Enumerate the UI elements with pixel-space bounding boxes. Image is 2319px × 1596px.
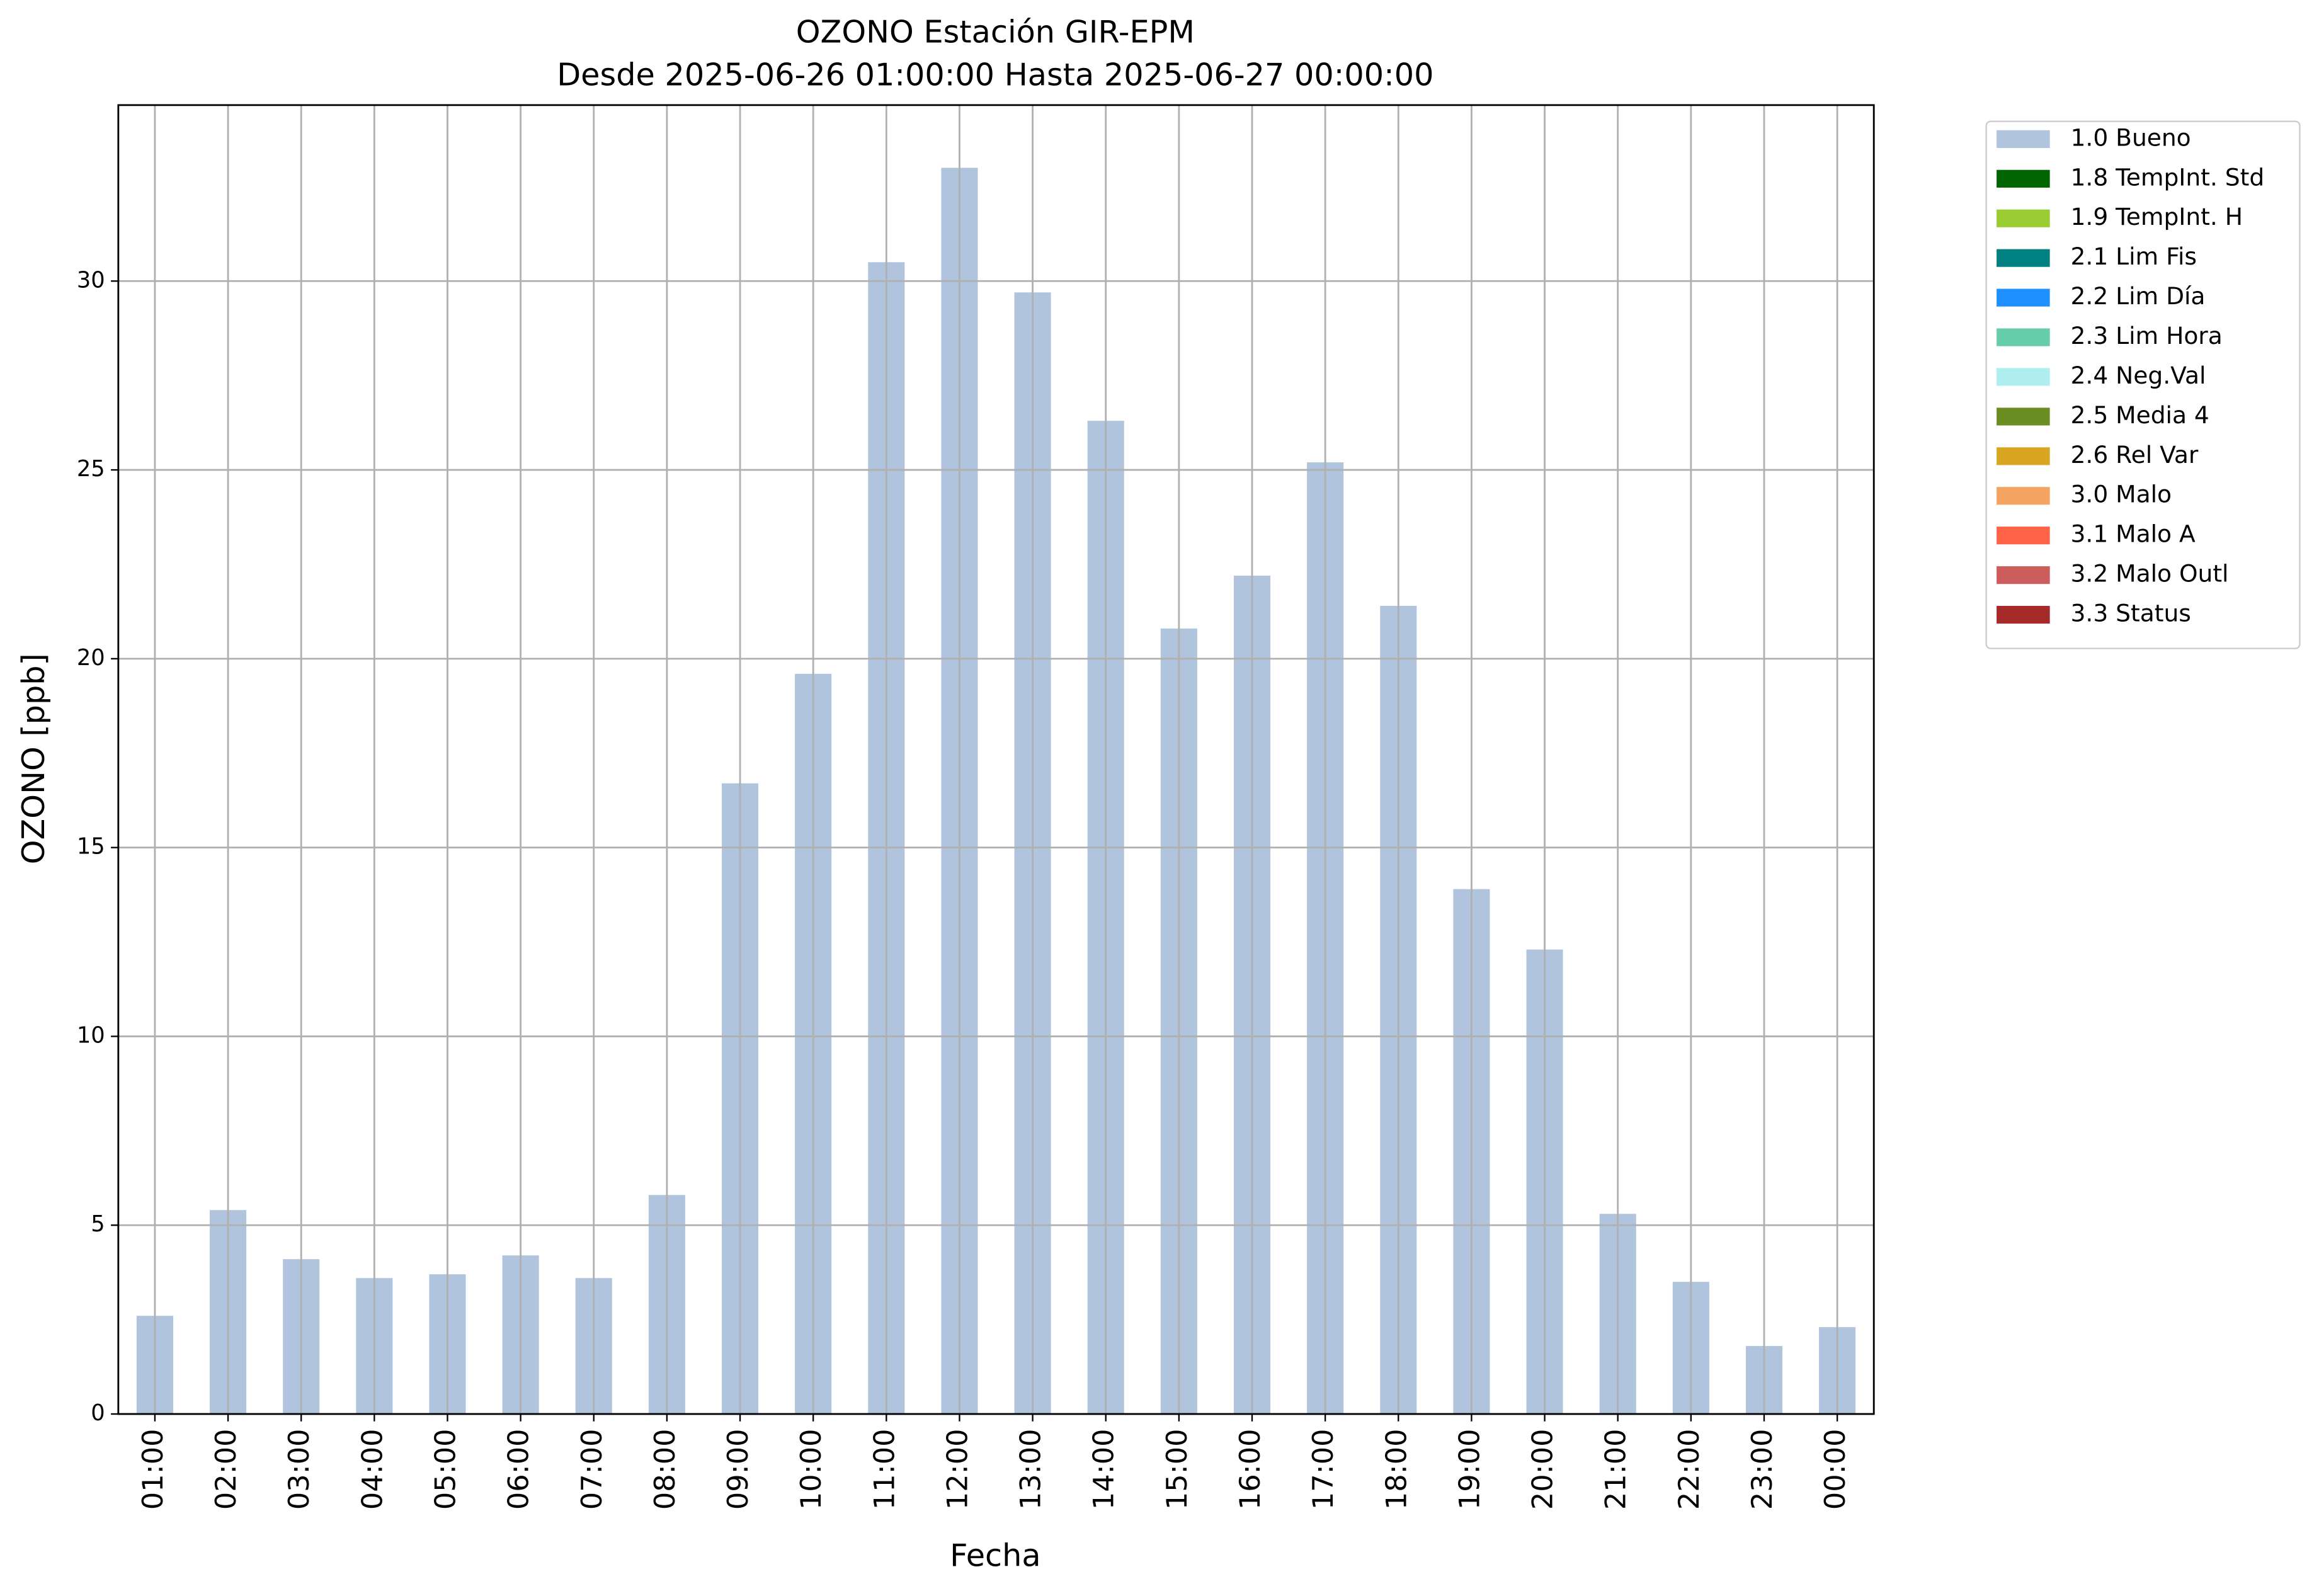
x-tick-label: 15:00 (1161, 1429, 1194, 1510)
y-tick-label: 30 (77, 267, 105, 293)
legend-swatch (1997, 487, 2050, 505)
chart-title: OZONO Estación GIR-EPM (796, 14, 1195, 50)
y-axis-label: OZONO [ppb] (15, 653, 52, 864)
plot-frame (117, 104, 1875, 1415)
legend-label: 3.2 Malo Outl (2071, 560, 2229, 588)
x-tick-label: 09:00 (722, 1429, 755, 1510)
legend-label: 2.2 Lim Día (2071, 282, 2206, 310)
x-tick-label: 12:00 (941, 1429, 974, 1510)
legend-label: 2.1 Lim Fis (2071, 242, 2197, 270)
x-tick-label: 11:00 (868, 1429, 901, 1510)
x-tick-label: 20:00 (1527, 1429, 1559, 1510)
legend-label: 2.5 Media 4 (2071, 401, 2209, 429)
x-tick-label: 04:00 (356, 1429, 389, 1510)
x-tick-label: 16:00 (1234, 1429, 1267, 1510)
x-tick-label: 10:00 (795, 1429, 828, 1510)
x-tick-label: 19:00 (1453, 1429, 1486, 1510)
x-tick-label: 18:00 (1380, 1429, 1413, 1510)
x-axis-label: Fecha (950, 1537, 1041, 1573)
legend-label: 3.0 Malo (2071, 481, 2172, 508)
legend-label: 1.0 Bueno (2071, 123, 2191, 151)
y-tick-label: 0 (91, 1400, 105, 1426)
legend-label: 3.1 Malo A (2071, 520, 2196, 548)
chart-subtitle: Desde 2025-06-26 01:00:00 Hasta 2025-06-… (557, 57, 1433, 93)
legend-label: 1.8 TempInt. Std (2071, 163, 2265, 191)
x-tick-label: 14:00 (1088, 1429, 1120, 1510)
legend-label: 2.6 Rel Var (2071, 441, 2199, 469)
x-tick-label: 03:00 (283, 1429, 316, 1510)
x-tick-label: 17:00 (1307, 1429, 1340, 1510)
legend-swatch (1997, 328, 2050, 346)
legend-swatch (1997, 605, 2050, 624)
legend-swatch (1997, 527, 2050, 545)
y-tick-label: 10 (77, 1022, 105, 1048)
legend-swatch (1997, 566, 2050, 584)
legend-swatch (1997, 408, 2050, 426)
y-tick-label: 20 (77, 645, 105, 671)
legend-swatch (1997, 288, 2050, 307)
x-tick-label: 23:00 (1746, 1429, 1779, 1510)
legend-swatch (1997, 130, 2050, 148)
legend-label: 1.9 TempInt. H (2071, 203, 2243, 231)
legend-label: 2.4 Neg.Val (2071, 362, 2206, 389)
x-tick-label: 07:00 (576, 1429, 608, 1510)
x-tick-label: 02:00 (210, 1429, 242, 1510)
x-tick-label: 08:00 (649, 1429, 681, 1510)
y-tick-label: 25 (77, 456, 105, 482)
legend-frame (1985, 120, 2301, 649)
x-tick-label: 05:00 (429, 1429, 462, 1510)
x-tick-label: 21:00 (1600, 1429, 1632, 1510)
x-tick-label: 01:00 (137, 1429, 169, 1510)
legend-swatch (1997, 209, 2050, 227)
x-tick-label: 13:00 (1015, 1429, 1047, 1510)
y-tick-label: 15 (77, 834, 105, 860)
legend-swatch (1997, 169, 2050, 188)
y-tick-label: 5 (91, 1211, 105, 1237)
x-tick-label: 00:00 (1819, 1429, 1852, 1510)
legend-label: 3.3 Status (2071, 600, 2191, 627)
legend-swatch (1997, 447, 2050, 465)
legend-swatch (1997, 368, 2050, 386)
legend-swatch (1997, 249, 2050, 267)
legend-label: 2.3 Lim Hora (2071, 322, 2223, 350)
x-tick-label: 22:00 (1673, 1429, 1706, 1510)
x-tick-label: 06:00 (503, 1429, 535, 1510)
